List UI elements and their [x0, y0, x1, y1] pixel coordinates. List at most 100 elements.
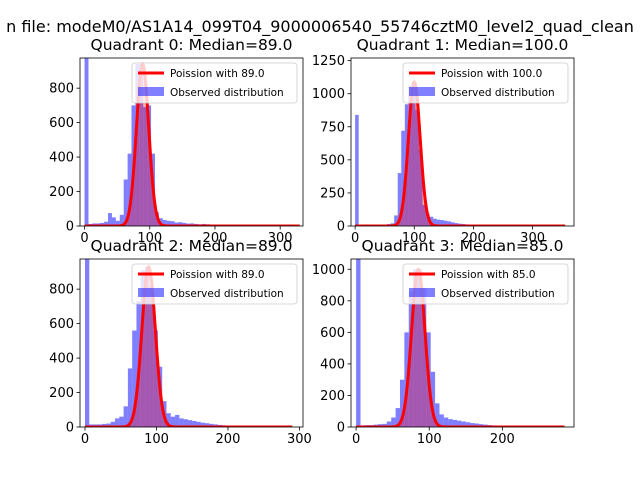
observed-histogram-bar	[132, 330, 137, 427]
legend-observed-label: Observed distribution	[170, 87, 284, 99]
observed-histogram-bar	[108, 213, 112, 226]
y-tick-label: 600	[49, 116, 74, 131]
observed-histogram-bar	[162, 219, 167, 226]
observed-histogram-bar	[413, 269, 418, 427]
observed-histogram-bar	[436, 219, 441, 226]
observed-histogram-bar	[143, 107, 148, 226]
observed-histogram-bar	[448, 419, 453, 427]
x-tick-label: 100	[144, 432, 169, 447]
axes-frame	[350, 57, 575, 227]
observed-histogram-bar	[447, 221, 451, 226]
observed-histogram-bar	[443, 220, 448, 226]
observed-histogram-bar	[119, 416, 124, 427]
observed-histogram-bar	[145, 266, 150, 427]
observed-histogram-bar	[397, 173, 402, 226]
x-tick-label: 100	[137, 231, 162, 246]
observed-histogram-bar	[394, 215, 398, 226]
observed-histogram-bar	[386, 421, 392, 427]
legend: Poission with 100.0 Observed distribution	[402, 62, 569, 104]
legend: Poission with 85.0 Observed distribution	[402, 263, 569, 305]
axes-frame	[79, 258, 304, 428]
quadrant-title: Quadrant 1: Median=100.0	[357, 36, 569, 54]
y-tick-label: 500	[320, 153, 345, 168]
observed-histogram-bar	[140, 270, 146, 427]
y-tick-label: 400	[320, 357, 345, 372]
observed-histogram-bar	[196, 421, 201, 427]
y-tick-label: 800	[49, 283, 74, 298]
y-tick-label: 800	[49, 82, 74, 97]
observed-histogram-bar	[417, 269, 422, 427]
observed-histogram-bar	[470, 423, 475, 427]
observed-histogram-bar	[457, 420, 462, 427]
observed-histogram-bar	[147, 105, 152, 226]
observed-histogram-bar	[178, 222, 183, 226]
observed-histogram-bar	[422, 204, 427, 226]
observed-histogram-bar	[443, 417, 449, 427]
legend-box	[402, 62, 569, 104]
y-tick-label: 0	[66, 421, 74, 436]
observed-histogram-bar	[170, 416, 176, 427]
observed-histogram-bar	[179, 418, 184, 427]
observed-histogram-bar	[166, 413, 171, 427]
observed-histogram-bar	[411, 83, 416, 226]
legend-poisson-label: Poission with 100.0	[441, 68, 542, 80]
x-tick-label: 200	[461, 231, 486, 246]
observed-histogram-bar	[419, 149, 423, 226]
legend-observed-swatch	[138, 288, 164, 297]
y-tick-label: 200	[49, 386, 74, 401]
legend-poisson-label: Poission with 89.0	[170, 269, 265, 281]
observed-histogram-bar	[399, 379, 405, 427]
observed-histogram-bar	[209, 423, 214, 427]
observed-histogram-bar	[100, 222, 105, 226]
observed-histogram-bar	[415, 109, 420, 226]
observed-histogram-bar	[166, 220, 171, 226]
legend-observed-swatch	[409, 87, 435, 96]
observed-histogram-bar	[119, 214, 124, 226]
legend-box	[131, 62, 298, 104]
y-tick-label: 1000	[312, 87, 345, 102]
legend-observed-label: Observed distribution	[170, 288, 284, 300]
observed-histogram-bar	[450, 222, 455, 226]
observed-histogram-bar	[127, 368, 133, 427]
plot-area	[353, 80, 567, 226]
legend-observed-label: Observed distribution	[441, 87, 555, 99]
observed-histogram-bar	[440, 220, 444, 226]
x-tick-label: 0	[351, 231, 359, 246]
y-tick-label: 1250	[312, 54, 345, 69]
legend: Poission with 89.0 Observed distribution	[131, 62, 298, 104]
y-tick-label: 250	[320, 186, 345, 201]
x-tick-label: 300	[520, 231, 545, 246]
quadrant-2-panel: 0 100 200 300 0 200 400 600 800 Quadrant 2: Media…	[49, 237, 312, 447]
observed-histogram-bar	[102, 423, 107, 427]
observed-histogram-bar	[110, 421, 116, 427]
observed-histogram-bar	[115, 220, 120, 226]
observed-histogram-bar	[435, 403, 440, 427]
observed-histogram-bar	[355, 114, 359, 226]
observed-histogram-bar	[408, 85, 412, 226]
observed-histogram-bar	[430, 371, 436, 427]
legend-observed-swatch	[409, 288, 435, 297]
observed-histogram-bar	[439, 414, 444, 427]
observed-histogram-bar	[474, 423, 479, 427]
observed-histogram-bar	[421, 288, 427, 427]
quadrant-title: Quadrant 0: Median=89.0	[91, 36, 293, 54]
x-tick-label: 200	[216, 432, 241, 447]
y-tick-label: 0	[66, 220, 74, 235]
observed-histogram-bar	[461, 421, 466, 427]
y-tick-label: 600	[49, 317, 74, 332]
y-tick-label: 200	[49, 185, 74, 200]
observed-histogram-bar	[104, 221, 109, 226]
quadrant-title: Quadrant 2: Median=89.0	[91, 237, 293, 255]
observed-histogram-bar	[205, 423, 210, 427]
quadrant-1-panel: 0 100 200 300 0 250 500 750 1000 1250 Quadrant 1: …	[312, 36, 575, 246]
x-tick-label: 0	[80, 231, 88, 246]
x-tick-label: 0	[352, 432, 360, 447]
quadrant-0-panel: 0 100 200 300 0 200 400 600 800 Quadrant 0: Media…	[49, 36, 304, 246]
legend-observed-swatch	[138, 87, 164, 96]
poisson-fill	[355, 81, 566, 226]
legend-poisson-label: Poission with 85.0	[441, 269, 536, 281]
y-tick-label: 400	[49, 151, 74, 166]
observed-histogram-bar	[153, 330, 158, 427]
observed-histogram-bar	[127, 153, 132, 226]
